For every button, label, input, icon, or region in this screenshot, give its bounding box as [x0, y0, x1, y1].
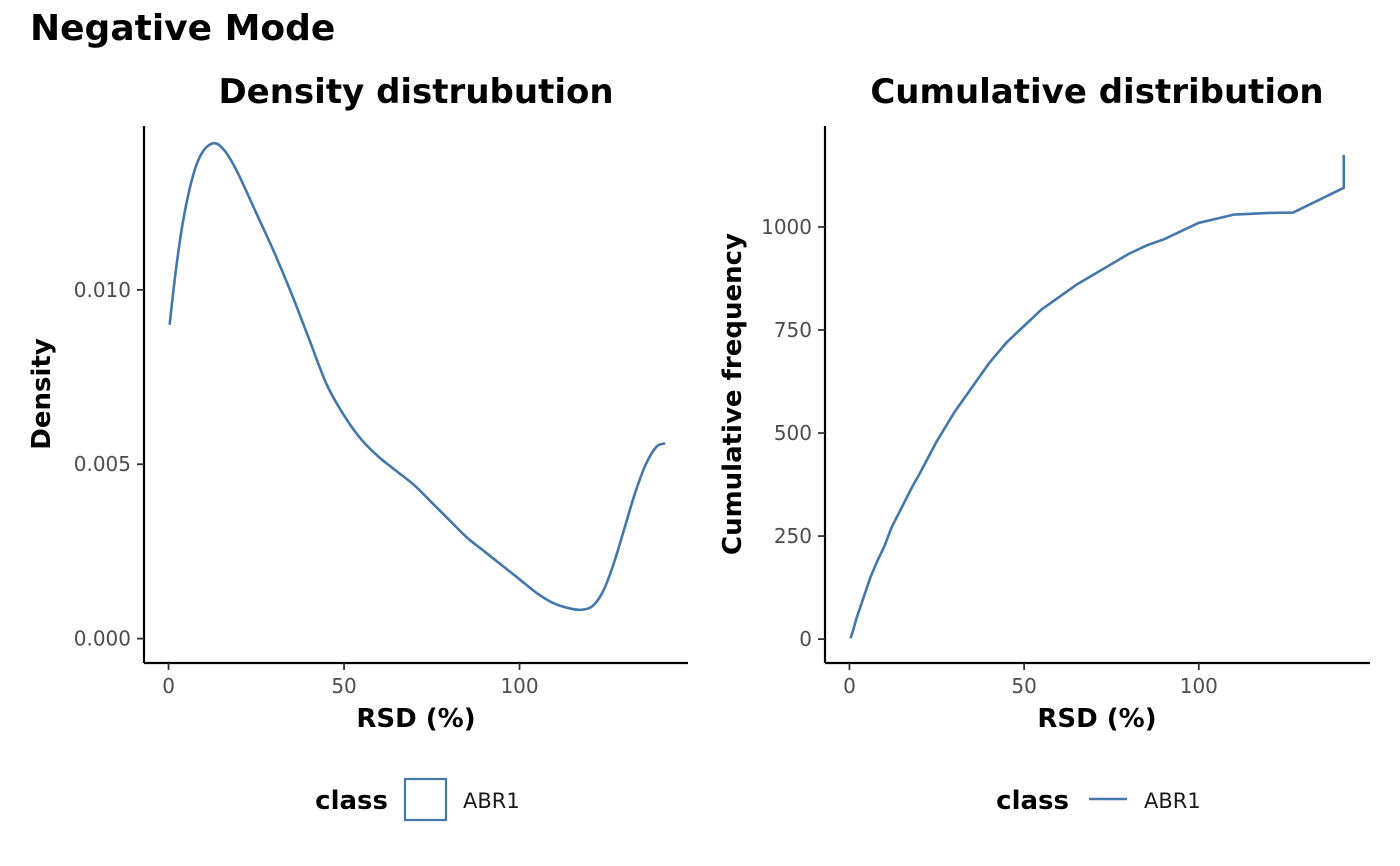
figure-title: Negative Mode — [30, 8, 336, 49]
legend-label: ABR1 — [1144, 789, 1201, 813]
x-tick-label: 0 — [162, 674, 175, 698]
legend-title: class — [996, 786, 1069, 816]
legend-label: ABR1 — [463, 789, 520, 813]
x-tick-label: 0 — [843, 674, 856, 698]
panel-title: Density distrubution — [218, 72, 613, 112]
x-tick-label: 50 — [331, 674, 356, 698]
y-tick-label: 0.005 — [74, 452, 131, 476]
y-tick-label: 0.000 — [74, 627, 131, 651]
series-line — [849, 154, 1346, 639]
x-axis-label: RSD (%) — [356, 704, 475, 734]
y-axis-label: Cumulative frequency — [718, 233, 748, 555]
legend: class ABR1 — [315, 777, 520, 822]
series-line — [168, 141, 666, 612]
y-tick-label: 0.010 — [74, 278, 131, 302]
x-tick-label: 100 — [500, 674, 538, 698]
y-tick-label: 1000 — [761, 215, 812, 239]
ticks-group: 0 50 100 0.000 0.005 0.010 — [74, 278, 539, 698]
legend-title: class — [315, 786, 388, 816]
legend-key-box — [403, 777, 448, 822]
y-tick-label: 500 — [774, 421, 812, 445]
x-tick-label: 100 — [1180, 674, 1218, 698]
y-tick-label: 250 — [774, 524, 812, 548]
y-axis-label: Density — [27, 338, 57, 450]
x-axis-label: RSD (%) — [1037, 704, 1156, 734]
x-tick-label: 50 — [1011, 674, 1036, 698]
y-tick-label: 750 — [774, 318, 812, 342]
panel-title: Cumulative distribution — [870, 72, 1323, 112]
legend: class ABR1 — [996, 786, 1201, 816]
y-tick-label: 0 — [799, 627, 812, 651]
